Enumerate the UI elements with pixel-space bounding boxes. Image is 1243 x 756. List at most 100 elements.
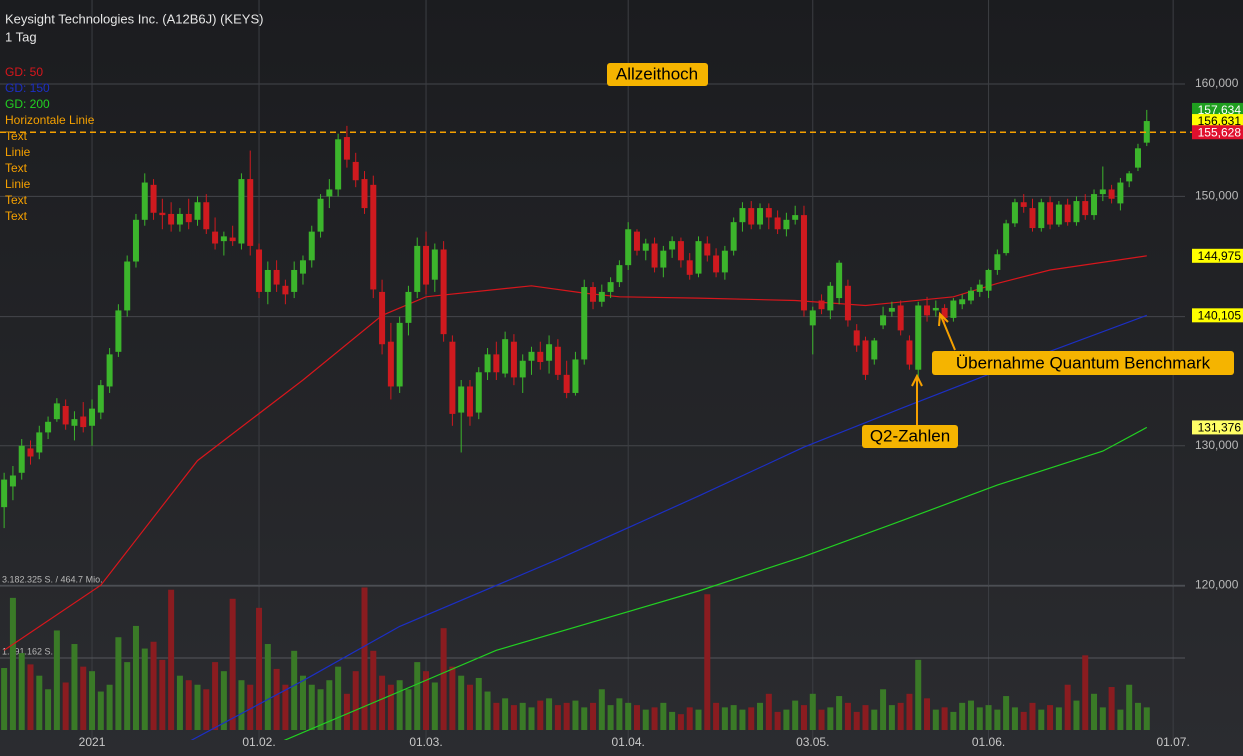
volume-bar	[176, 675, 183, 730]
annotation-arrow	[938, 311, 956, 351]
volume-bar	[1108, 687, 1115, 730]
volume-bar	[502, 698, 509, 730]
candle-body	[247, 179, 254, 246]
candle-body	[352, 161, 359, 181]
volume-bar	[809, 693, 816, 730]
volume-bar	[229, 598, 236, 730]
legend-entry: Horizontale Linie	[5, 113, 95, 127]
volume-bar	[18, 653, 25, 730]
candle-body	[677, 241, 684, 261]
volume-bar	[124, 662, 131, 730]
candle-body	[616, 265, 623, 283]
volume-bar	[80, 666, 87, 730]
legend-entry: Text	[5, 209, 28, 223]
volume-bar	[880, 689, 887, 730]
y-tick-label: 160,000	[1195, 76, 1239, 90]
candle-body	[844, 285, 851, 321]
candle-body	[783, 219, 790, 230]
price-tag	[1192, 420, 1243, 435]
volume-bar	[414, 662, 421, 730]
volume-bar	[800, 705, 807, 730]
annotation-box	[862, 425, 958, 448]
candle-body	[598, 291, 605, 302]
candle-body	[721, 250, 728, 273]
candle-body	[1011, 202, 1018, 224]
candle-body	[1091, 194, 1098, 216]
candle-body	[1064, 204, 1071, 223]
y-tick-label: 120,000	[1195, 577, 1239, 591]
price-tag-label: 144,975	[1198, 249, 1242, 263]
candle-body	[888, 307, 895, 312]
volume-bar	[915, 659, 922, 730]
volume-bar	[994, 709, 1001, 730]
candle-body	[1047, 202, 1054, 225]
candle-body	[168, 213, 175, 225]
candle-body	[273, 269, 280, 285]
candle-body	[308, 231, 315, 261]
price-tag	[1192, 102, 1243, 117]
candle-body	[1143, 121, 1150, 143]
volume-bar	[53, 630, 60, 730]
volume-bar	[440, 628, 447, 730]
annotation: Allzeithoch	[616, 64, 698, 83]
candle-body	[449, 341, 456, 414]
volume-bar	[89, 671, 96, 730]
volume-bar	[466, 684, 473, 730]
volume-bar	[510, 705, 517, 730]
candle-body	[1038, 202, 1045, 229]
volume-bar	[853, 711, 860, 730]
candle-body	[1073, 201, 1080, 223]
x-tick-label: 01.06.	[972, 735, 1005, 749]
volume-bar	[396, 680, 403, 730]
volume-bar	[932, 709, 939, 730]
candle-body	[317, 198, 324, 232]
volume-bar	[185, 680, 192, 730]
candle-body	[71, 419, 78, 426]
volume-bar	[625, 702, 632, 730]
x-tick-label: 03.05.	[796, 735, 829, 749]
volume-bar	[862, 705, 869, 730]
candle-body	[115, 310, 122, 352]
candle-body	[519, 360, 526, 378]
candle-body	[212, 231, 219, 244]
candle-body	[440, 249, 447, 335]
candle-body	[414, 245, 421, 292]
chart-subtitle: 1 Tag	[5, 29, 37, 44]
volume-bar	[352, 671, 359, 730]
price-tag-label: 156,631	[1198, 114, 1242, 128]
volume-bar	[651, 707, 658, 730]
legend: GD: 50 GD: 150 GD: 200 Horizontale Linie Tex…	[5, 65, 95, 223]
candle-body	[97, 385, 104, 413]
volume-bar	[572, 700, 579, 730]
candle-body	[827, 285, 834, 311]
candle-body	[976, 284, 983, 292]
candle-body	[291, 269, 298, 292]
candle-body	[713, 255, 720, 273]
candle-body	[185, 213, 192, 223]
candle-body	[774, 217, 781, 230]
volume-bar	[1117, 709, 1124, 730]
volume-bar	[519, 702, 526, 730]
legend-entry: GD: 200	[5, 97, 50, 111]
candle-body	[370, 184, 377, 290]
volume-bar	[36, 675, 43, 730]
volume-bar	[546, 698, 553, 730]
volume-bar	[238, 680, 245, 730]
x-tick-label: 01.07.	[1156, 735, 1189, 749]
candle-body	[361, 179, 368, 209]
volume-bar	[871, 709, 878, 730]
candle-body	[27, 448, 34, 457]
volume-bar	[1082, 655, 1089, 730]
candle-body	[546, 344, 553, 361]
volume-bar	[906, 693, 913, 730]
volume-bar	[1091, 693, 1098, 730]
volume-bar	[1073, 700, 1080, 730]
candle-body	[124, 261, 131, 311]
volume-bar	[475, 677, 482, 730]
volume-bar	[194, 684, 201, 730]
legend-entry: Text	[5, 193, 28, 207]
candle-body	[1117, 182, 1124, 204]
volume-bar	[264, 644, 271, 730]
candle-body	[572, 359, 579, 393]
volume-bar	[642, 709, 649, 730]
